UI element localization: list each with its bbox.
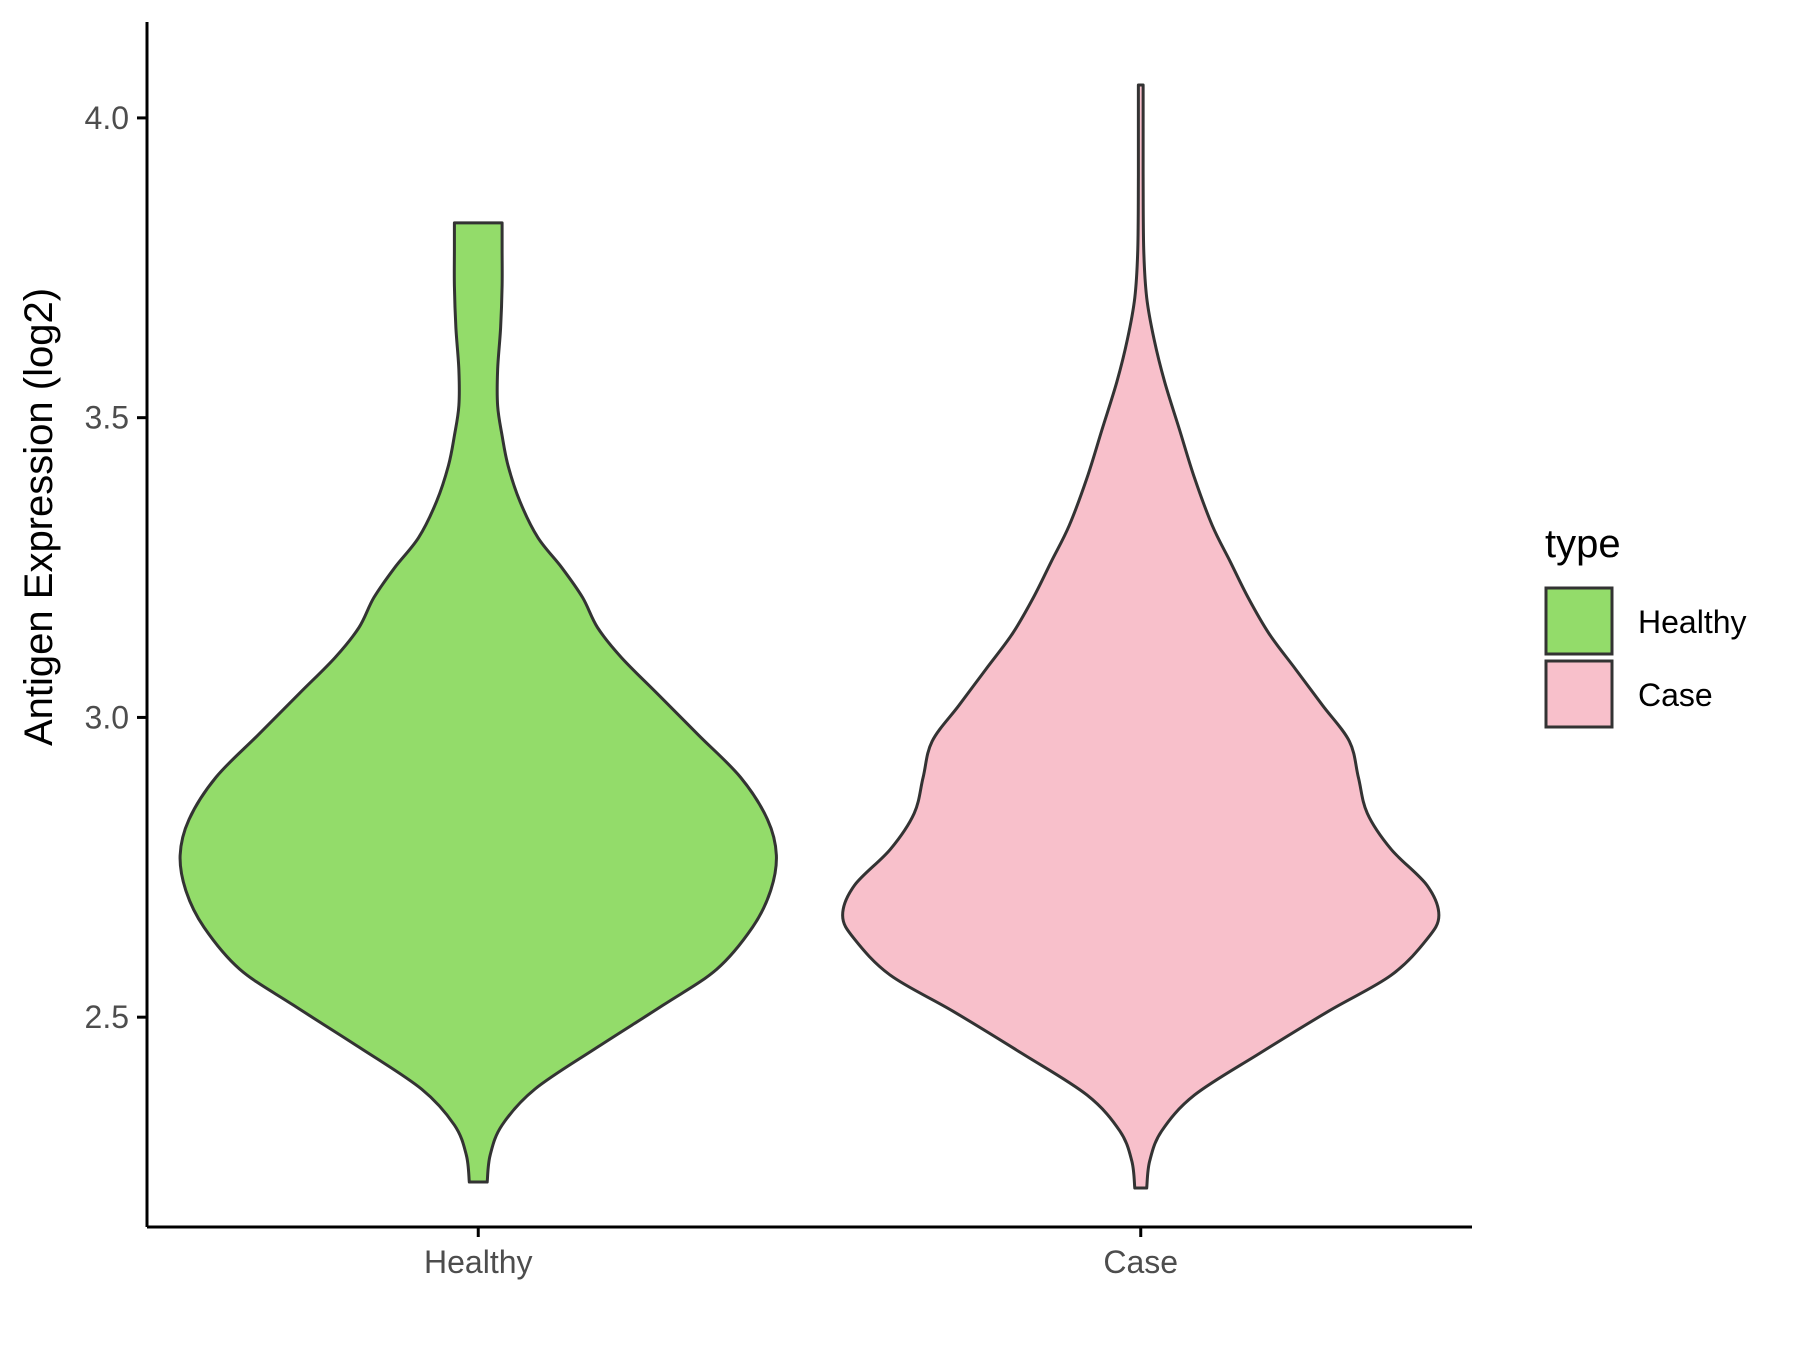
y-tick-label: 3.0 xyxy=(85,699,129,735)
violin-healthy xyxy=(178,221,778,1184)
violin-case xyxy=(841,83,1441,1190)
violins-layer xyxy=(178,83,1441,1190)
legend-swatch-case xyxy=(1544,659,1614,729)
legend-title: type xyxy=(1545,522,1621,566)
legend: type Healthy Case xyxy=(1544,522,1747,729)
legend-entries: Healthy Case xyxy=(1544,586,1747,729)
y-axis-ticks: 2.5 3.0 3.5 4.0 xyxy=(85,100,147,1035)
legend-label-healthy: Healthy xyxy=(1638,604,1747,640)
y-axis-title: Antigen Expression (log2) xyxy=(17,288,61,746)
y-tick-label: 4.0 xyxy=(85,100,129,136)
y-tick-label: 3.5 xyxy=(85,400,129,436)
y-tick-label: 2.5 xyxy=(85,999,129,1035)
x-tick-label: Case xyxy=(1103,1244,1178,1280)
x-tick-label: Healthy xyxy=(424,1244,533,1280)
legend-swatch-healthy xyxy=(1544,586,1614,656)
legend-label-case: Case xyxy=(1638,677,1713,713)
x-axis-ticks: Healthy Case xyxy=(424,1227,1178,1280)
axes-layer: 2.5 3.0 3.5 4.0 Healthy Case xyxy=(85,22,1472,1280)
